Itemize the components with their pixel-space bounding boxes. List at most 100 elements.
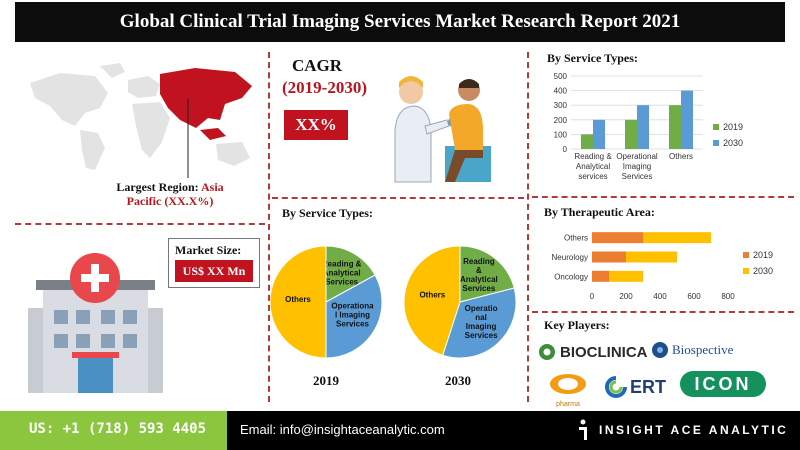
pie-2019-slice-reading-analytical-services xyxy=(325,245,376,303)
bar-y-tick-label: 200 xyxy=(554,116,568,125)
doctor-patient-illustration xyxy=(394,76,491,183)
pharma-mark-icon xyxy=(550,374,586,394)
indonesia-shape xyxy=(200,128,226,140)
footer-phone-panel: US: +1 (718) 593 4405 xyxy=(0,411,227,450)
divider-middle-horizontal xyxy=(272,197,524,199)
bar-y-tick-label: 500 xyxy=(554,72,568,81)
hbar-x-tick-label: 600 xyxy=(687,292,701,301)
africa-shape xyxy=(132,102,170,158)
title-bar: Global Clinical Trial Imaging Services M… xyxy=(0,0,800,46)
divider-right-top xyxy=(532,196,794,198)
market-size-frame xyxy=(168,238,260,288)
bioclinica-logo: BIOCLINICA xyxy=(538,343,648,361)
cagr-value: XX% xyxy=(284,110,348,140)
hbar-oncology-2030 xyxy=(609,270,643,282)
south-america-shape xyxy=(80,130,105,170)
report-title: Global Clinical Trial Imaging Services M… xyxy=(15,2,785,42)
hbar-y-tick-label: Others xyxy=(564,234,588,243)
ert-logo: ERT xyxy=(605,376,666,398)
cagr-period: (2019-2030) xyxy=(282,78,367,97)
pie-2030-label-others: Others xyxy=(419,291,445,300)
bar-reading-analytical-services-2019 xyxy=(581,134,593,149)
bar-reading-analytical-services-2030 xyxy=(593,119,605,149)
largest-region-share: Pacific (XX.X%) xyxy=(126,194,214,208)
service-type-bar-chart: 0 100 200 300 400 500 Reading & Analytical servi… xyxy=(554,72,743,181)
icon-name: ICON xyxy=(694,373,752,394)
largest-region: Largest Region: Asia Pacific (XX.X%) xyxy=(95,180,245,208)
hbar-neurology-2019 xyxy=(592,251,626,263)
bar-legend-swatch-2019 xyxy=(713,124,719,130)
bar-y-tick-label: 0 xyxy=(563,145,568,154)
pie-2019-caption: 2019 xyxy=(313,373,339,388)
divider-right-bottom xyxy=(532,311,794,313)
hbar-x-tick-label: 400 xyxy=(653,292,667,301)
divider-left-horizontal xyxy=(15,223,265,225)
divider-left xyxy=(268,52,270,402)
footer-phone: US: +1 (718) 593 4405 xyxy=(29,421,207,437)
hbar-others-2019 xyxy=(592,232,643,244)
largest-region-label: Largest Region: xyxy=(116,180,199,194)
largest-region-value: Asia xyxy=(201,180,224,194)
pie-2019-label-others: Others xyxy=(285,295,311,304)
pie-section-title: By Service Types: xyxy=(282,206,373,220)
pharma-logo: pharma xyxy=(546,372,590,408)
pie-2019-slice-operational-imaging-services xyxy=(325,274,383,359)
biospective-mark-icon xyxy=(652,342,668,358)
hbar-oncology-2019 xyxy=(592,270,609,282)
bar-legend-label-2019: 2019 xyxy=(723,122,743,132)
market-size-label: Market Size: xyxy=(175,243,242,257)
pie-2030-label-reading-analytical-services: Reading & Analytical Services xyxy=(460,257,498,293)
hbar-legend-label-2019: 2019 xyxy=(753,250,773,260)
bar-operational-imaging-services-2030 xyxy=(637,105,649,149)
biospective-name: Biospective xyxy=(672,342,734,357)
north-america-shape xyxy=(30,73,108,126)
hbar-legend-label-2030: 2030 xyxy=(753,266,773,276)
footer-email[interactable]: Email: info@insightaceanalytic.com xyxy=(240,422,445,437)
pie-2019-label-reading-analytical-services: Reading & Analytical Services xyxy=(322,259,362,286)
pie-2030-label-operational-imaging-services: Operatio nal Imaging Services xyxy=(465,304,498,340)
hbar-x-tick-label: 0 xyxy=(590,292,595,301)
cagr-label: CAGR xyxy=(292,56,343,75)
world-map xyxy=(30,63,252,178)
bar-legend-label-2030: 2030 xyxy=(723,138,743,148)
bioclinica-name: BIOCLINICA xyxy=(560,343,648,361)
bar-section-title: By Service Types: xyxy=(547,51,638,65)
hbar-neurology-2030 xyxy=(626,251,677,263)
divider-right xyxy=(527,52,529,402)
hbar-legend-swatch-2030 xyxy=(743,268,749,274)
greenland-shape xyxy=(100,63,125,78)
footer-contact-panel: Email: info@insightaceanalytic.com INSIG… xyxy=(227,411,800,450)
icon-logo: ICON xyxy=(680,371,766,397)
hbar-x-tick-label: 800 xyxy=(721,292,735,301)
ert-name: ERT xyxy=(630,376,666,397)
key-players-title: Key Players: xyxy=(544,318,610,332)
pie-2030-slice-operational-imaging-services xyxy=(442,287,517,359)
hbar-y-tick-label: Neurology xyxy=(552,253,588,262)
brand-mark-icon xyxy=(579,419,587,440)
bar-y-tick-label: 100 xyxy=(554,130,568,139)
bar-y-tick-label: 400 xyxy=(554,87,568,96)
europe-shape xyxy=(128,76,160,98)
bar-others-2019 xyxy=(669,105,681,149)
market-size-value: US$ XX Mn xyxy=(175,260,253,282)
pie-2030-caption: 2030 xyxy=(445,373,471,388)
biospective-logo: Biospective xyxy=(651,341,733,359)
pie-2019-label-operational-imaging-services: Operationa l Imaging Services xyxy=(331,302,374,329)
footer-brand: INSIGHT ACE ANALYTIC xyxy=(599,423,789,437)
ert-mark-icon xyxy=(605,376,627,398)
bar-legend-swatch-2030 xyxy=(713,140,719,146)
therapeutic-area-bar-chart: Oncology Neurology Others 0 200 400 600 800 2019… xyxy=(552,232,773,301)
hbar-y-tick-label: Oncology xyxy=(554,272,588,281)
hbar-legend-swatch-2019 xyxy=(743,252,749,258)
hbar-others-2030 xyxy=(643,232,711,244)
bar-x-tick-label: Operational Imaging Services xyxy=(616,152,658,181)
pie-charts: Reading & Analytical Services Operationa l I… xyxy=(270,245,517,359)
pie-2030-slice-others xyxy=(403,245,461,356)
bioclinica-mark-icon xyxy=(539,344,555,360)
pie-2019-slice-others xyxy=(270,245,327,359)
asia-shape xyxy=(160,68,252,128)
hbar-x-tick-label: 200 xyxy=(619,292,633,301)
pharma-name: pharma xyxy=(556,401,580,408)
bar-y-tick-label: 300 xyxy=(554,101,568,110)
bar-x-tick-label: Others xyxy=(669,152,693,161)
